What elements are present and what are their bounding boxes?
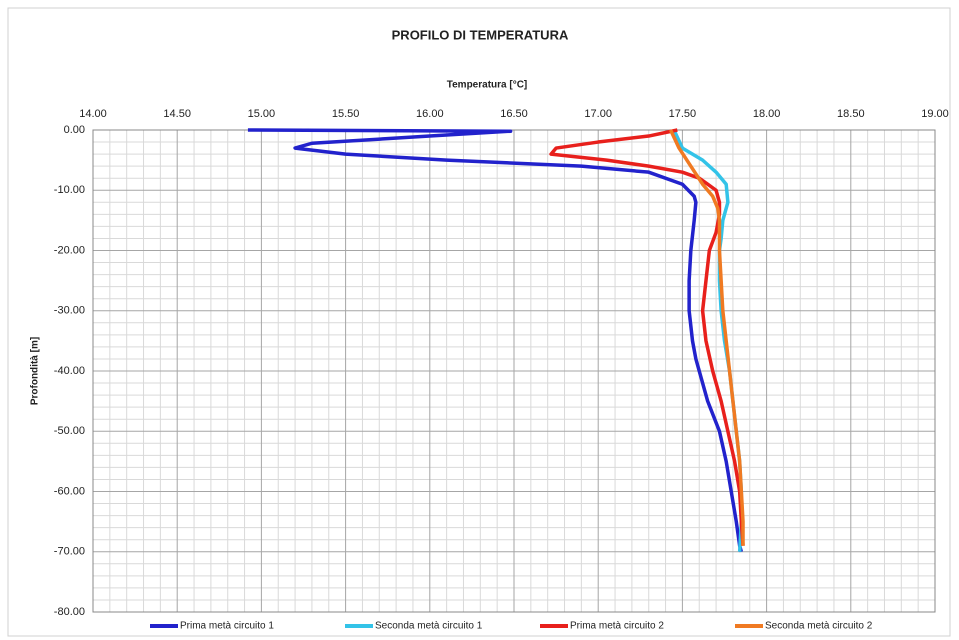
y-tick-label: -60.00 <box>54 485 85 497</box>
y-tick-label: -20.00 <box>54 244 85 256</box>
x-axis-label: Temperatura [°C] <box>447 80 528 91</box>
y-tick-label: -30.00 <box>54 305 85 317</box>
legend-label: Prima metà circuito 1 <box>180 621 274 632</box>
chart-title: PROFILO DI TEMPERATURA <box>392 27 569 42</box>
x-tick-label: 18.50 <box>837 108 865 120</box>
x-tick-label: 15.50 <box>332 108 360 120</box>
y-tick-label: -70.00 <box>54 546 85 558</box>
x-tick-label: 14.50 <box>163 108 191 120</box>
x-tick-label: 14.00 <box>79 108 107 120</box>
x-tick-label: 17.50 <box>669 108 697 120</box>
legend-label: Prima metà circuito 2 <box>570 621 664 632</box>
y-tick-label: -80.00 <box>54 606 85 618</box>
legend-label: Seconda metà circuito 1 <box>375 621 483 632</box>
legend-label: Seconda metà circuito 2 <box>765 621 873 632</box>
plot-border <box>92 129 936 613</box>
x-tick-label: 19.00 <box>921 108 949 120</box>
x-tick-label: 16.50 <box>500 108 528 120</box>
series-line <box>247 128 744 553</box>
x-tick-label: 16.00 <box>416 108 444 120</box>
y-tick-label: -40.00 <box>54 365 85 377</box>
y-tick-label: -50.00 <box>54 425 85 437</box>
series-line <box>669 129 745 546</box>
x-tick-label: 17.00 <box>584 108 612 120</box>
x-tick-label: 15.00 <box>248 108 276 120</box>
y-axis-label: Profondità [m] <box>30 337 41 405</box>
chart-frame <box>7 7 951 637</box>
y-tick-label: 0.00 <box>64 124 85 136</box>
y-tick-label: -10.00 <box>54 184 85 196</box>
x-tick-label: 18.00 <box>753 108 781 120</box>
